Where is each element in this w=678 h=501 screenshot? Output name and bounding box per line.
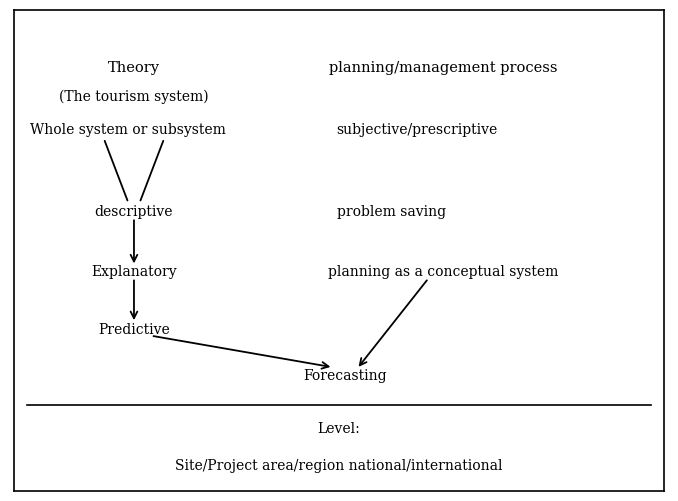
Text: Whole system or subsystem: Whole system or subsystem: [30, 123, 225, 137]
Text: planning as a conceptual system: planning as a conceptual system: [328, 265, 558, 279]
Text: Explanatory: Explanatory: [91, 265, 177, 279]
Text: problem saving: problem saving: [336, 205, 445, 219]
Text: Site/Project area/region national/international: Site/Project area/region national/intern…: [175, 459, 503, 473]
Text: Level:: Level:: [317, 422, 361, 436]
Text: (The tourism system): (The tourism system): [59, 89, 209, 104]
Text: subjective/prescriptive: subjective/prescriptive: [336, 123, 498, 137]
Text: Predictive: Predictive: [98, 323, 170, 337]
Text: Theory: Theory: [108, 61, 160, 75]
Text: Forecasting: Forecasting: [304, 369, 387, 383]
Text: descriptive: descriptive: [95, 205, 173, 219]
Text: planning/management process: planning/management process: [329, 61, 557, 75]
